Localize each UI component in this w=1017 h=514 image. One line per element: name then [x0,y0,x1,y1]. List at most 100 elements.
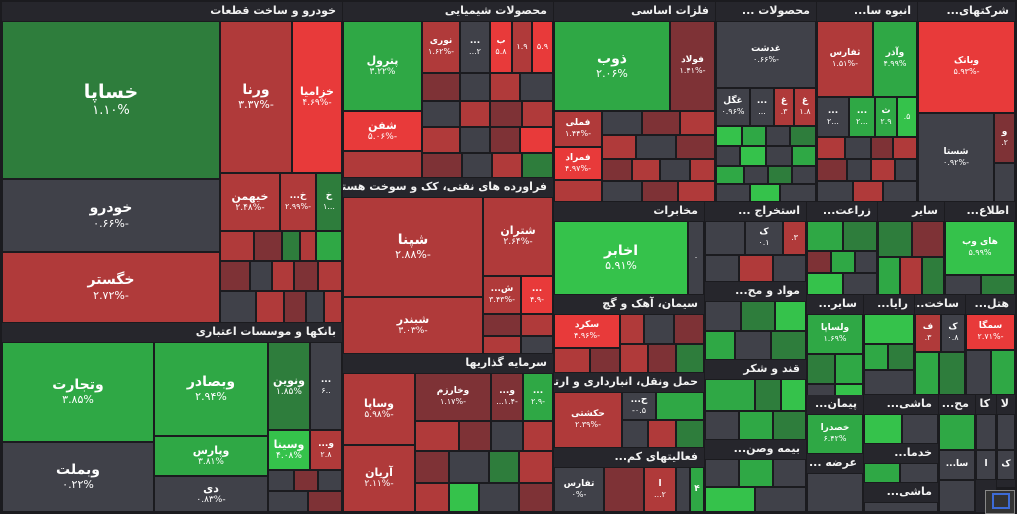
small-tile[interactable] [900,257,922,295]
tile-tafarsa[interactable]: تفارس -۰% [554,467,604,512]
small-tile[interactable] [741,301,775,331]
tile-fulad[interactable]: فولاد -۱.۴۱% [670,21,715,111]
tile-shetran[interactable]: شتران -۲.۶۴% [483,197,553,276]
small-tile[interactable] [807,273,843,295]
small-tile[interactable] [324,291,342,323]
tile-v-small[interactable]: و... ۲.۸ [310,430,342,470]
small-tile[interactable] [268,470,294,491]
small-tile[interactable] [459,421,491,451]
tile-mass-s2[interactable]: ۵. [897,97,917,137]
small-tile[interactable] [422,127,460,153]
small-tile[interactable] [705,301,741,331]
small-tile[interactable] [843,221,877,251]
small-tile[interactable] [773,255,806,282]
tile-chem-dots[interactable]: ... ۲... [460,21,490,73]
small-tile[interactable] [705,255,739,282]
small-tile[interactable] [705,459,739,487]
small-tile[interactable] [981,275,1015,295]
small-tile[interactable] [766,146,792,166]
small-tile[interactable] [780,184,816,202]
small-tile[interactable] [620,314,644,344]
small-tile[interactable] [807,251,831,273]
small-tile[interactable] [945,275,981,295]
small-tile[interactable] [864,344,888,370]
small-tile[interactable] [878,257,900,295]
small-tile[interactable] [294,261,318,291]
small-tile[interactable] [864,370,914,395]
small-tile[interactable] [871,137,893,159]
tile-vbsader[interactable]: وبصادر ۲.۹۴% [154,342,268,436]
small-tile[interactable] [835,354,863,384]
small-tile[interactable] [939,414,975,450]
small-tile[interactable] [250,261,272,291]
tile-vparis[interactable]: وپارس ۳.۸۱% [154,436,268,476]
small-tile[interactable] [900,463,938,483]
small-tile[interactable] [676,135,715,159]
tile-chem-b2[interactable]: ۱.۹ [512,21,532,73]
small-tile[interactable] [343,151,422,178]
tile-prod-dots[interactable]: ...... [750,88,774,126]
tile-nouri[interactable]: نوری -۱.۶۲% [422,21,460,73]
small-tile[interactable] [316,231,342,261]
small-tile[interactable] [705,221,745,255]
small-tile[interactable] [864,414,902,444]
small-tile[interactable] [742,126,766,146]
tile-arian[interactable]: آریان -۲.۱۱% [343,445,415,512]
small-tile[interactable] [220,231,254,261]
small-tile[interactable] [648,420,676,448]
tile-hiweb[interactable]: های وب ۵.۹۹% [945,221,1015,275]
small-tile[interactable] [590,348,620,373]
small-tile[interactable] [997,414,1015,450]
tile-prod-gh2[interactable]: غ ۱.۸ [794,88,816,126]
small-tile[interactable] [807,473,863,512]
tile-vbank[interactable]: وبانک -۵.۹۳% [918,21,1015,113]
small-tile[interactable] [422,73,460,101]
small-tile[interactable] [282,231,300,261]
small-tile[interactable] [773,411,806,440]
small-tile[interactable] [864,502,938,512]
small-tile[interactable] [792,146,816,166]
small-tile[interactable] [632,159,660,181]
small-tile[interactable] [939,480,975,512]
tile-chem-b3[interactable]: ۵.۹ [532,21,553,73]
tile-khodro[interactable]: خودرو -۰.۶۶% [2,179,220,252]
small-tile[interactable] [755,379,781,411]
small-tile[interactable] [490,127,520,153]
tile-mass-dots2[interactable]: ... ...۲ [849,97,875,137]
small-tile[interactable] [520,127,553,153]
small-tile[interactable] [771,331,806,360]
minimap[interactable] [985,490,1015,514]
small-tile[interactable] [492,153,522,178]
small-tile[interactable] [912,221,944,257]
tile-inv-v[interactable]: و... -۱.۴... [491,373,523,421]
tile-of-b[interactable]: ۴ [690,467,704,512]
small-tile[interactable] [318,470,342,491]
small-tile[interactable] [871,159,895,181]
small-tile[interactable] [739,411,773,440]
tile-tel-s[interactable]: ۰ [688,221,704,295]
tile-kh2[interactable]: خ ...۱ [316,173,342,231]
small-tile[interactable] [284,291,306,323]
small-tile[interactable] [660,159,690,181]
small-tile[interactable] [939,352,965,395]
tile-kh1[interactable]: خ... -۲.۹۹% [280,173,316,231]
tile-vnovin[interactable]: ونوین ۱.۸۵% [268,342,310,430]
small-tile[interactable] [220,291,256,323]
small-tile[interactable] [220,261,250,291]
tile-min-k[interactable]: ک ۰.۱ [745,221,783,255]
minimap-viewport[interactable] [992,493,1010,509]
tile-f1[interactable]: ف ۳. [915,314,941,352]
tile-khazamia[interactable]: خزامیا -۴.۶۹% [292,21,342,173]
tile-vsapa[interactable]: وساپا -۵.۹۸% [343,373,415,445]
small-tile[interactable] [519,483,553,512]
small-tile[interactable] [520,73,553,101]
tile-sh-dots[interactable]: ش... -۳.۴۳% [483,276,521,314]
small-tile[interactable] [602,159,632,181]
tile-vazar[interactable]: وآذر ۴.۹۹% [873,21,917,97]
small-tile[interactable] [775,301,806,331]
small-tile[interactable] [817,159,847,181]
small-tile[interactable] [705,331,735,360]
small-tile[interactable] [449,451,489,483]
small-tile[interactable] [705,379,755,411]
small-tile[interactable] [773,459,806,487]
